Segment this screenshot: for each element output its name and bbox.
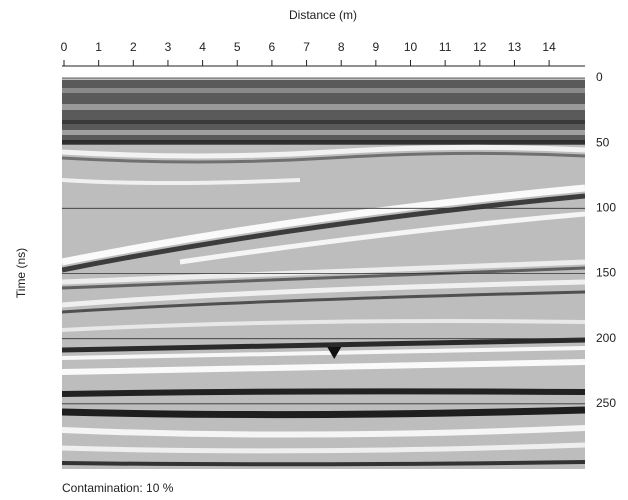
x-tick-label: 0 bbox=[61, 40, 68, 54]
y-tick-label: 200 bbox=[596, 331, 616, 345]
x-tick-label: 6 bbox=[269, 40, 276, 54]
x-tick-label: 3 bbox=[165, 40, 172, 54]
x-tick-label: 4 bbox=[199, 40, 206, 54]
y-tick-label: 150 bbox=[596, 266, 616, 280]
x-tick-label: 2 bbox=[130, 40, 137, 54]
x-tick-label: 7 bbox=[303, 40, 310, 54]
x-tick-label: 14 bbox=[542, 40, 556, 54]
y-tick-label: 100 bbox=[596, 201, 616, 215]
x-tick-label: 8 bbox=[338, 40, 345, 54]
x-tick-label: 10 bbox=[404, 40, 418, 54]
x-tick-label: 9 bbox=[373, 40, 380, 54]
y-tick-label: 50 bbox=[596, 135, 610, 149]
x-axis-label: Distance (m) bbox=[289, 8, 357, 22]
x-tick-label: 1 bbox=[95, 40, 102, 54]
annotation: Contamination: 10 % bbox=[62, 481, 174, 495]
marker bbox=[327, 347, 342, 360]
x-tick-label: 11 bbox=[439, 40, 452, 54]
x-tick-label: 12 bbox=[473, 40, 487, 54]
x-tick-label: 13 bbox=[508, 40, 522, 54]
y-tick-label: 0 bbox=[596, 70, 603, 84]
y-tick-label: 250 bbox=[596, 396, 616, 410]
y-axis-label: Time (ns) bbox=[14, 248, 28, 298]
x-tick-label: 5 bbox=[234, 40, 241, 54]
